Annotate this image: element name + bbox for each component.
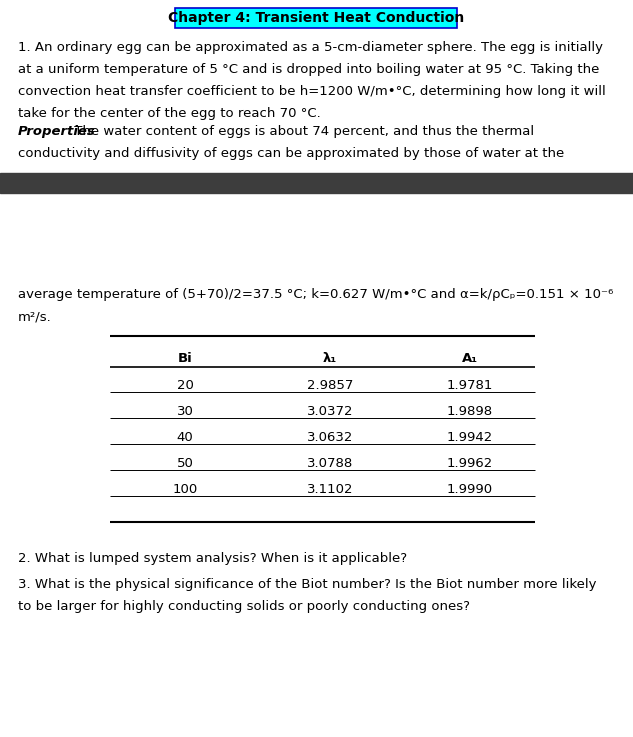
Text: 40: 40 <box>177 431 193 444</box>
Text: Properties: Properties <box>18 125 96 138</box>
Text: 1.9781: 1.9781 <box>447 379 493 392</box>
FancyBboxPatch shape <box>175 8 457 28</box>
Text: Bi: Bi <box>178 352 192 365</box>
Text: λ₁: λ₁ <box>323 352 337 365</box>
Text: The water content of eggs is about 74 percent, and thus the thermal: The water content of eggs is about 74 pe… <box>70 125 534 138</box>
Text: convection heat transfer coefficient to be h=1200 W/m•°C, determining how long i: convection heat transfer coefficient to … <box>18 85 606 98</box>
Text: m²/s.: m²/s. <box>18 310 52 323</box>
Text: Chapter 4: Transient Heat Conduction: Chapter 4: Transient Heat Conduction <box>168 11 464 25</box>
Text: take for the center of the egg to reach 70 °C.: take for the center of the egg to reach … <box>18 107 321 120</box>
Text: 1. An ordinary egg can be approximated as a 5-cm-diameter sphere. The egg is ini: 1. An ordinary egg can be approximated a… <box>18 41 603 54</box>
Text: 20: 20 <box>177 379 194 392</box>
Text: 1.9990: 1.9990 <box>447 483 493 496</box>
Text: 50: 50 <box>177 457 194 470</box>
Text: A₁: A₁ <box>462 352 478 365</box>
Bar <box>0 173 633 193</box>
Text: 2. What is lumped system analysis? When is it applicable?: 2. What is lumped system analysis? When … <box>18 552 407 565</box>
Text: 100: 100 <box>172 483 197 496</box>
Text: 1.9942: 1.9942 <box>447 431 493 444</box>
Text: 3.1102: 3.1102 <box>307 483 353 496</box>
Text: 30: 30 <box>177 405 194 418</box>
Text: 3.0788: 3.0788 <box>307 457 353 470</box>
Text: 3.0372: 3.0372 <box>307 405 353 418</box>
Text: conductivity and diffusivity of eggs can be approximated by those of water at th: conductivity and diffusivity of eggs can… <box>18 147 564 160</box>
Text: 3. What is the physical significance of the Biot number? Is the Biot number more: 3. What is the physical significance of … <box>18 578 596 591</box>
Text: 2.9857: 2.9857 <box>307 379 353 392</box>
Text: to be larger for highly conducting solids or poorly conducting ones?: to be larger for highly conducting solid… <box>18 600 470 613</box>
Text: 3.0632: 3.0632 <box>307 431 353 444</box>
Text: average temperature of (5+70)/2=37.5 °C; k=0.627 W/m•°C and α=k/ρCₚ=0.151 × 10⁻⁶: average temperature of (5+70)/2=37.5 °C;… <box>18 288 613 301</box>
Text: at a uniform temperature of 5 °C and is dropped into boiling water at 95 °C. Tak: at a uniform temperature of 5 °C and is … <box>18 63 599 76</box>
Text: 1.9898: 1.9898 <box>447 405 493 418</box>
Text: 1.9962: 1.9962 <box>447 457 493 470</box>
